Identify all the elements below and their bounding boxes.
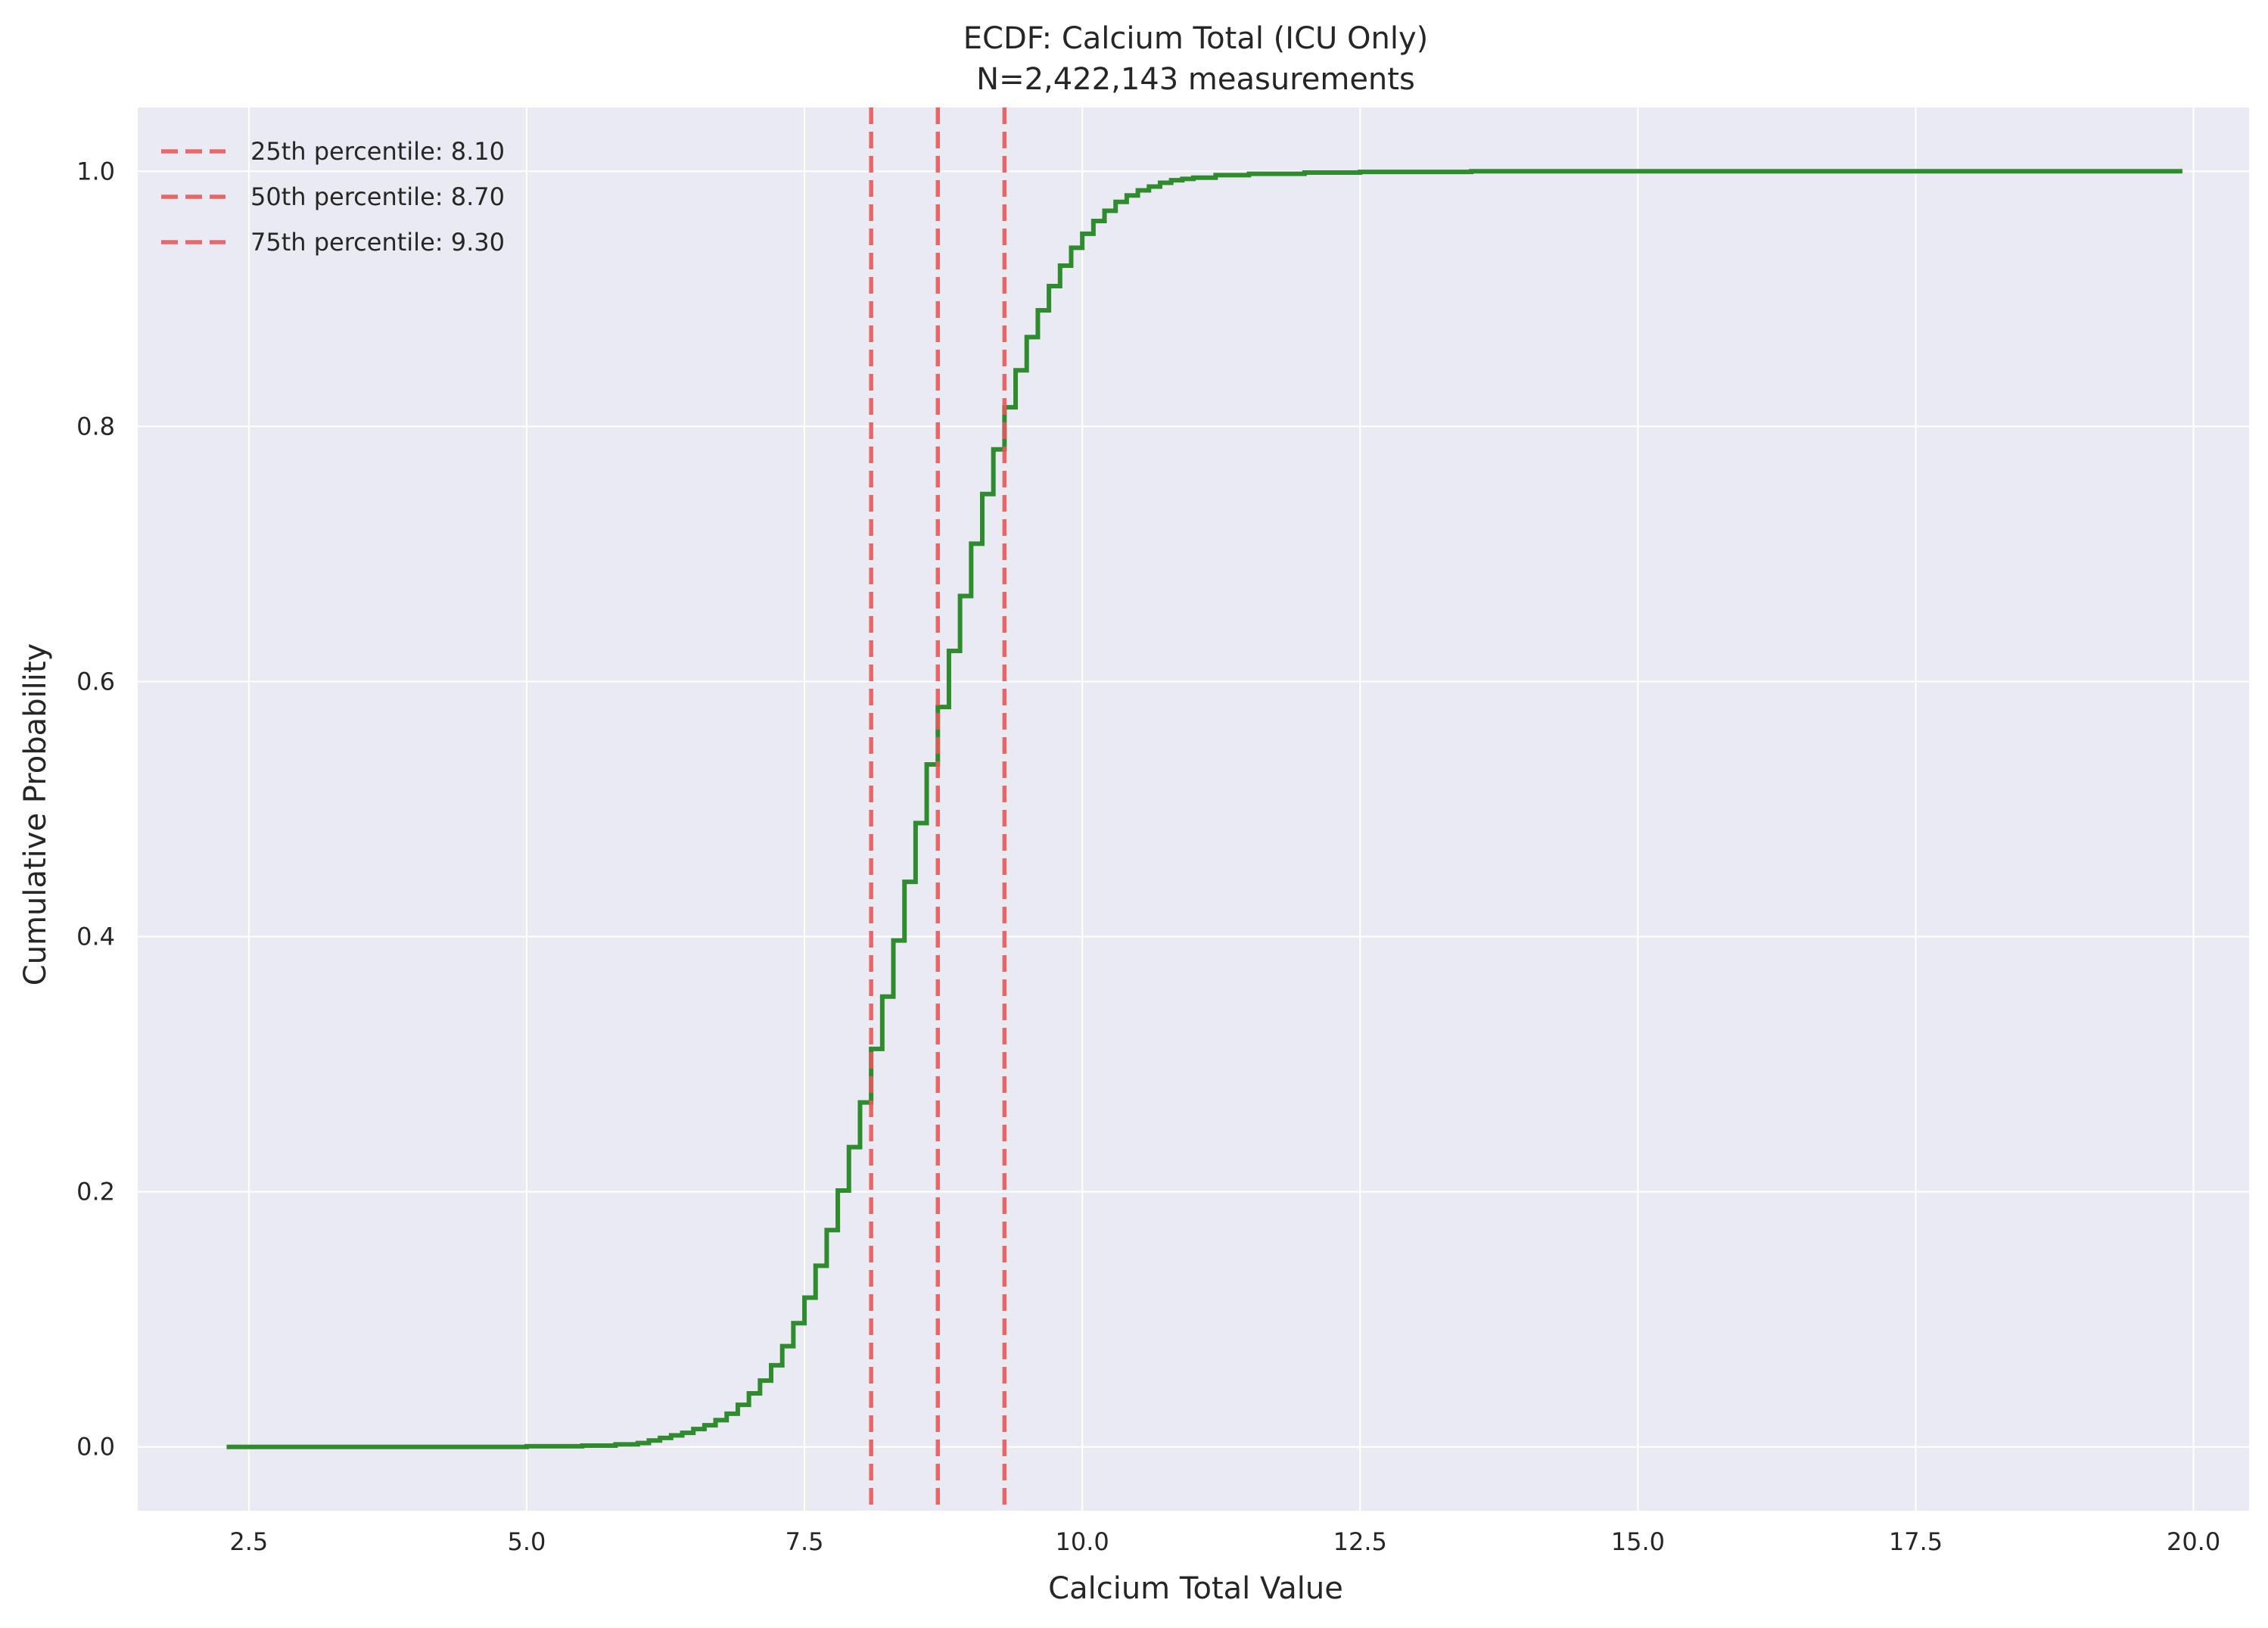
ecdf-step-line [226, 169, 2182, 1449]
plot-area [138, 107, 2249, 1511]
y-tick-label: 0.8 [76, 412, 115, 440]
legend-label: 50th percentile: 8.70 [250, 182, 505, 211]
x-tick-label: 20.0 [2167, 1527, 2220, 1556]
y-tick-label: 0.4 [76, 923, 115, 951]
legend-label: 75th percentile: 9.30 [250, 228, 505, 257]
x-tick-label: 5.0 [508, 1527, 546, 1556]
y-tick-label: 0.0 [76, 1433, 115, 1461]
x-tick-label: 15.0 [1611, 1527, 1665, 1556]
x-axis-label: Calcium Total Value [1048, 1571, 1343, 1606]
chart-title: ECDF: Calcium Total (ICU Only) [963, 21, 1428, 56]
y-tick-label: 0.2 [76, 1178, 115, 1206]
x-tick-label: 12.5 [1333, 1527, 1387, 1556]
x-axis-ticks: 2.5 5.0 7.5 10.0 12.5 15.0 17.5 20.0 [229, 1527, 2220, 1556]
x-tick-label: 10.0 [1056, 1527, 1109, 1556]
y-axis-ticks: 0.0 0.2 0.4 0.6 0.8 1.0 [76, 157, 115, 1461]
chart-subtitle: N=2,422,143 measurements [976, 62, 1415, 97]
y-tick-label: 0.6 [76, 667, 115, 696]
legend-label: 25th percentile: 8.10 [250, 137, 505, 166]
x-tick-label: 7.5 [786, 1527, 824, 1556]
x-tick-label: 17.5 [1889, 1527, 1943, 1556]
legend: 25th percentile: 8.10 50th percentile: 8.… [161, 137, 505, 257]
y-tick-label: 1.0 [76, 157, 115, 185]
y-axis-label: Cumulative Probability [18, 643, 53, 985]
series-layer [226, 107, 2182, 1511]
x-tick-label: 2.5 [229, 1527, 268, 1556]
